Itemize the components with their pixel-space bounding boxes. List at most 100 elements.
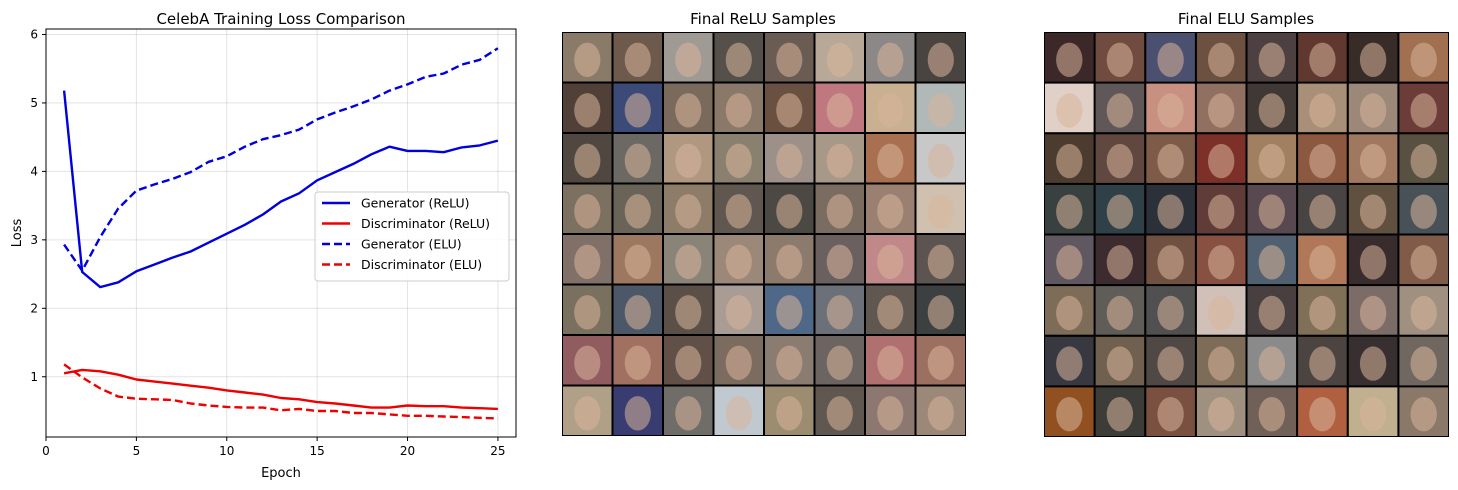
- elu-sample-grid: [1044, 32, 1449, 437]
- x-tick-label: 15: [310, 444, 325, 458]
- sample-face: [725, 42, 752, 77]
- sample-face: [675, 143, 702, 178]
- elu-samples-title: Final ELU Samples: [1178, 10, 1314, 28]
- sample-face: [826, 244, 853, 279]
- sample-face: [1208, 346, 1235, 381]
- sample-face: [675, 345, 702, 380]
- sample-face: [1309, 295, 1336, 331]
- sample-face: [675, 295, 702, 330]
- sample-face: [675, 396, 702, 431]
- legend-label-2: Discriminator (ReLU): [361, 216, 490, 231]
- sample-face: [776, 143, 803, 178]
- sample-face: [927, 42, 954, 77]
- sample-face: [1056, 245, 1083, 280]
- legend-label-4: Discriminator (ELU): [361, 257, 482, 272]
- sample-face: [1056, 143, 1083, 179]
- sample-face: [1056, 93, 1083, 128]
- x-tick-label: 20: [400, 444, 415, 458]
- sample-face: [1056, 295, 1083, 331]
- sample-face: [776, 194, 803, 229]
- sample-face: [927, 396, 954, 431]
- legend-label-1: Generator (ReLU): [361, 196, 470, 211]
- sample-face: [776, 295, 803, 330]
- x-tick-label: 0: [42, 444, 50, 458]
- sample-face: [1359, 93, 1387, 128]
- sample-face: [725, 244, 752, 279]
- sample-face: [1359, 346, 1387, 381]
- series-line-4: [63, 363, 498, 420]
- sample-face: [1258, 245, 1286, 280]
- sample-face: [826, 295, 853, 330]
- sample-face: [1106, 93, 1134, 128]
- sample-face: [1309, 245, 1336, 280]
- y-tick-label: 2: [30, 301, 38, 315]
- sample-face: [1208, 194, 1235, 229]
- sample-face: [624, 244, 651, 279]
- sample-face: [826, 93, 853, 128]
- sample-face: [624, 194, 651, 229]
- sample-face: [927, 295, 954, 330]
- sample-face: [877, 194, 904, 229]
- sample-face: [877, 93, 904, 128]
- sample-face: [574, 143, 601, 178]
- sample-face: [877, 42, 904, 77]
- sample-face: [1106, 397, 1134, 432]
- sample-face: [877, 143, 904, 178]
- sample-face: [1359, 295, 1387, 331]
- sample-face: [1359, 42, 1387, 77]
- sample-face: [826, 143, 853, 178]
- sample-face: [927, 143, 954, 178]
- sample-face: [1056, 42, 1083, 77]
- sample-face: [1410, 295, 1437, 331]
- sample-face: [1410, 194, 1437, 229]
- sample-face: [1258, 143, 1286, 179]
- sample-face: [776, 93, 803, 128]
- legend-box: [314, 191, 510, 282]
- sample-face: [877, 345, 904, 380]
- chart-series-lines: [62, 47, 499, 420]
- sample-face: [624, 143, 651, 178]
- sample-face: [1157, 42, 1184, 77]
- sample-face: [624, 93, 651, 128]
- sample-face: [675, 244, 702, 279]
- sample-face: [574, 396, 601, 431]
- sample-face: [624, 42, 651, 77]
- sample-face: [776, 244, 803, 279]
- sample-face: [1157, 194, 1184, 229]
- sample-face: [1106, 143, 1134, 179]
- relu-samples-panel: Final ReLU Samples: [562, 10, 966, 436]
- sample-face: [826, 42, 853, 77]
- sample-face: [1359, 143, 1387, 179]
- sample-face: [624, 345, 651, 380]
- x-tick-label: 5: [133, 444, 141, 458]
- sample-face: [574, 244, 601, 279]
- x-axis-label: Epoch: [261, 466, 301, 481]
- sample-face: [1208, 295, 1235, 331]
- sample-face: [1410, 93, 1437, 128]
- sample-face: [725, 396, 752, 431]
- sample-face: [675, 42, 702, 77]
- sample-face: [927, 345, 954, 380]
- sample-face: [1410, 143, 1437, 179]
- y-axis-label: Loss: [10, 219, 25, 248]
- x-axis-ticks: 0 5 10 15 20 25: [42, 437, 506, 458]
- sample-face: [675, 194, 702, 229]
- sample-face: [776, 396, 803, 431]
- sample-face: [1309, 93, 1336, 128]
- sample-face: [574, 93, 601, 128]
- sample-face: [1410, 42, 1437, 77]
- sample-face: [776, 345, 803, 380]
- y-tick-label: 1: [30, 370, 38, 384]
- sample-face: [1056, 397, 1083, 432]
- sample-face: [1208, 143, 1235, 179]
- chart-legend: Generator (ReLU) Discriminator (ReLU) Gene…: [314, 191, 510, 282]
- sample-face: [574, 345, 601, 380]
- sample-face: [1258, 194, 1286, 229]
- sample-face: [1157, 346, 1184, 381]
- y-tick-label: 5: [30, 96, 38, 110]
- sample-face: [725, 194, 752, 229]
- sample-face: [1410, 397, 1437, 432]
- x-tick-label: 25: [490, 444, 505, 458]
- relu-sample-grid: [562, 32, 966, 436]
